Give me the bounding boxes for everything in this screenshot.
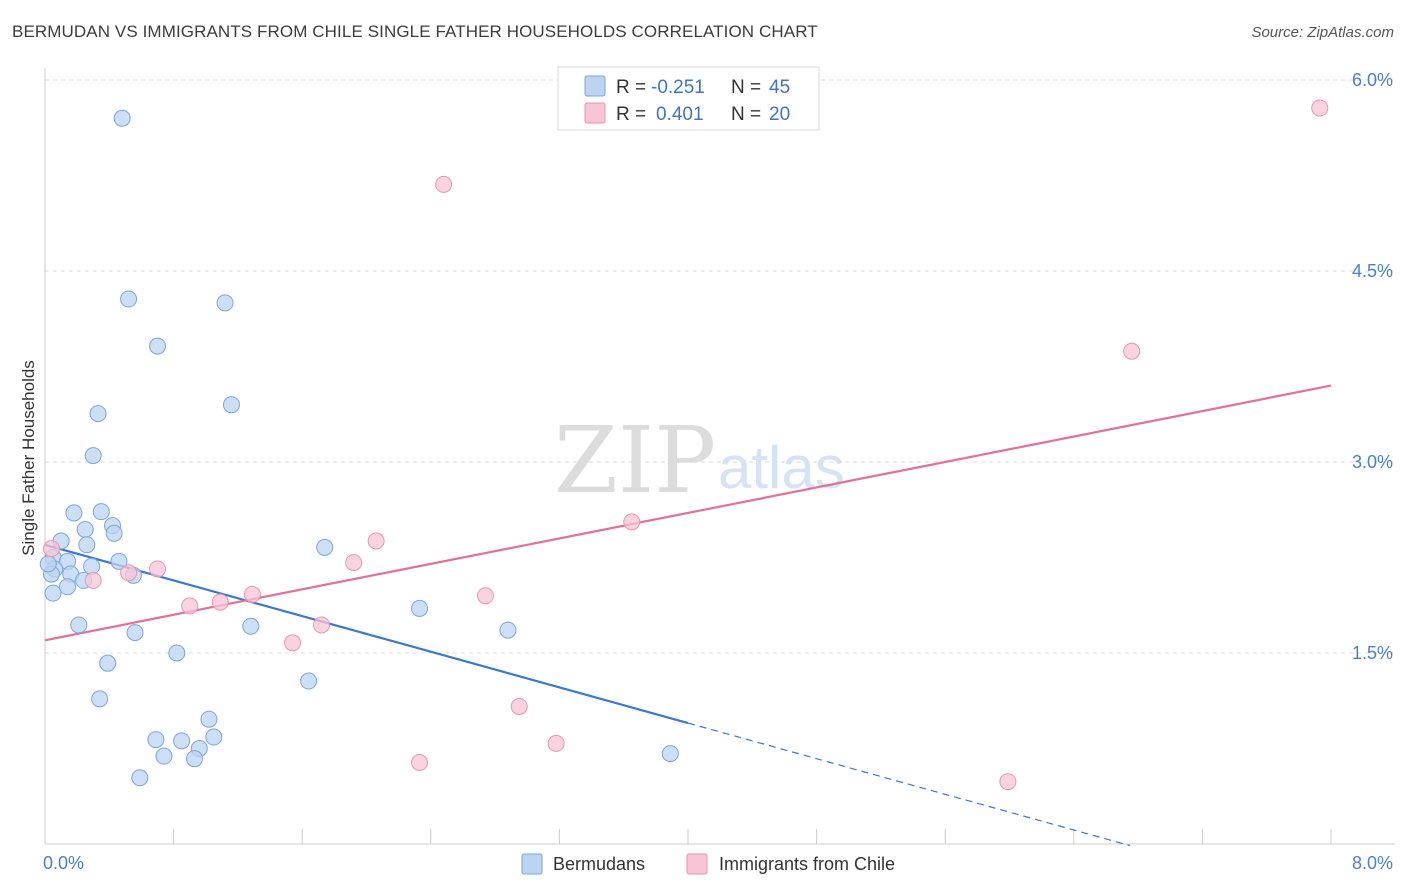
point-bermudans-42	[661, 745, 679, 763]
y-axis-label: Single Father Households	[19, 360, 38, 556]
point-bermudans-26	[411, 599, 429, 617]
point-bermudans-1	[120, 290, 138, 308]
point-bermudans-8	[92, 503, 110, 521]
point-bermudans-14	[316, 538, 334, 556]
point-chile-2	[1123, 342, 1141, 360]
x-tick-label-min: 0.0%	[43, 853, 84, 873]
y-tick-labels: 1.5% 3.0% 4.5% 6.0%	[1352, 70, 1393, 663]
point-chile-10	[243, 585, 261, 603]
point-bermudans-27	[70, 616, 88, 634]
legend-r-label-chile: R =	[616, 104, 646, 125]
chart-title: BERMUDAN VS IMMIGRANTS FROM CHILE SINGLE…	[12, 22, 818, 41]
point-chile-0	[1311, 99, 1329, 117]
point-bermudans-33	[300, 672, 318, 690]
point-bermudans-25	[44, 584, 62, 602]
point-bermudans-40	[155, 747, 173, 765]
point-bermudans-2	[216, 294, 234, 312]
axes	[44, 68, 1395, 845]
legend-swatch-bermudans	[584, 75, 606, 97]
point-bermudans-44	[39, 555, 57, 573]
y-tick-label-2: 4.5%	[1352, 261, 1393, 281]
point-chile-6	[345, 554, 363, 572]
x-tick-label-max: 8.0%	[1352, 853, 1393, 873]
point-bermudans-6	[84, 447, 102, 465]
point-bermudans-36	[147, 731, 165, 749]
legend-swatch-chile	[584, 102, 606, 124]
point-bermudans-41	[185, 750, 203, 768]
point-chile-14	[312, 616, 330, 634]
legend-r-label-bermudans: R =	[616, 77, 646, 98]
point-chile-13	[181, 597, 199, 615]
bottom-legend-label-chile: Immigrants from Chile	[719, 854, 895, 874]
point-bermudans-0	[113, 109, 131, 127]
point-bermudans-7	[65, 504, 83, 522]
y-tick-label-3: 6.0%	[1352, 70, 1393, 90]
legend-r-value-bermudans: -0.251	[651, 77, 705, 98]
legend-n-value-bermudans: 45	[769, 77, 790, 98]
legend-n-value-chile: 20	[769, 104, 790, 125]
point-bermudans-11	[105, 524, 123, 542]
bottom-legend-swatch-chile	[686, 853, 708, 875]
point-chile-15	[284, 634, 302, 652]
point-bermudans-24	[59, 578, 77, 596]
bottom-legend-swatch-bermudans	[521, 853, 543, 875]
point-bermudans-5	[89, 405, 107, 423]
watermark-atlas: atlas	[718, 434, 845, 501]
point-chile-3	[623, 513, 641, 531]
watermark-zip: ZIP	[554, 407, 716, 514]
point-bermudans-28	[242, 617, 260, 635]
point-chile-19	[999, 773, 1017, 791]
point-chile-11	[476, 587, 494, 605]
point-bermudans-29	[499, 621, 517, 639]
point-chile-9	[84, 571, 102, 589]
point-bermudans-13	[78, 536, 96, 554]
point-chile-17	[547, 734, 565, 752]
point-chile-12	[211, 593, 229, 611]
point-chile-1	[435, 175, 453, 193]
bottom-legend-label-bermudans: Bermudans	[553, 854, 645, 874]
legend-n-label-bermudans: N =	[731, 77, 761, 98]
legend-r-value-chile: 0.401	[656, 104, 704, 125]
y-tick-label-0: 1.5%	[1352, 643, 1393, 663]
watermark: ZIP atlas	[554, 407, 845, 514]
point-bermudans-4	[222, 396, 240, 414]
data-points	[39, 99, 1329, 791]
trend-line-extension-bermudans	[687, 722, 1131, 847]
gridlines	[45, 79, 1395, 654]
point-chile-18	[411, 754, 429, 772]
point-bermudans-30	[126, 624, 144, 642]
point-bermudans-35	[200, 710, 218, 728]
point-chile-5	[42, 540, 60, 558]
bottom-legend: Bermudans Immigrants from Chile	[521, 853, 895, 875]
point-bermudans-31	[168, 644, 186, 662]
point-bermudans-43	[131, 769, 149, 787]
legend: R = -0.251 N = 45 R = 0.401 N = 20	[557, 66, 820, 131]
point-bermudans-10	[76, 520, 94, 538]
point-bermudans-18	[83, 557, 101, 575]
point-chile-4	[367, 532, 385, 550]
y-tick-label-1: 3.0%	[1352, 452, 1393, 472]
point-bermudans-3	[149, 337, 167, 355]
point-bermudans-34	[91, 690, 109, 708]
legend-n-label-chile: N =	[731, 104, 761, 125]
point-chile-16	[510, 697, 528, 715]
x-tick-labels: 0.0% 8.0%	[43, 853, 1393, 873]
point-chile-8	[120, 564, 138, 582]
point-bermudans-17	[110, 552, 128, 570]
point-bermudans-38	[205, 728, 223, 746]
source-label: Source: ZipAtlas.com	[1251, 24, 1394, 41]
point-bermudans-37	[173, 732, 191, 750]
point-chile-7	[149, 560, 167, 578]
point-bermudans-32	[99, 654, 117, 672]
